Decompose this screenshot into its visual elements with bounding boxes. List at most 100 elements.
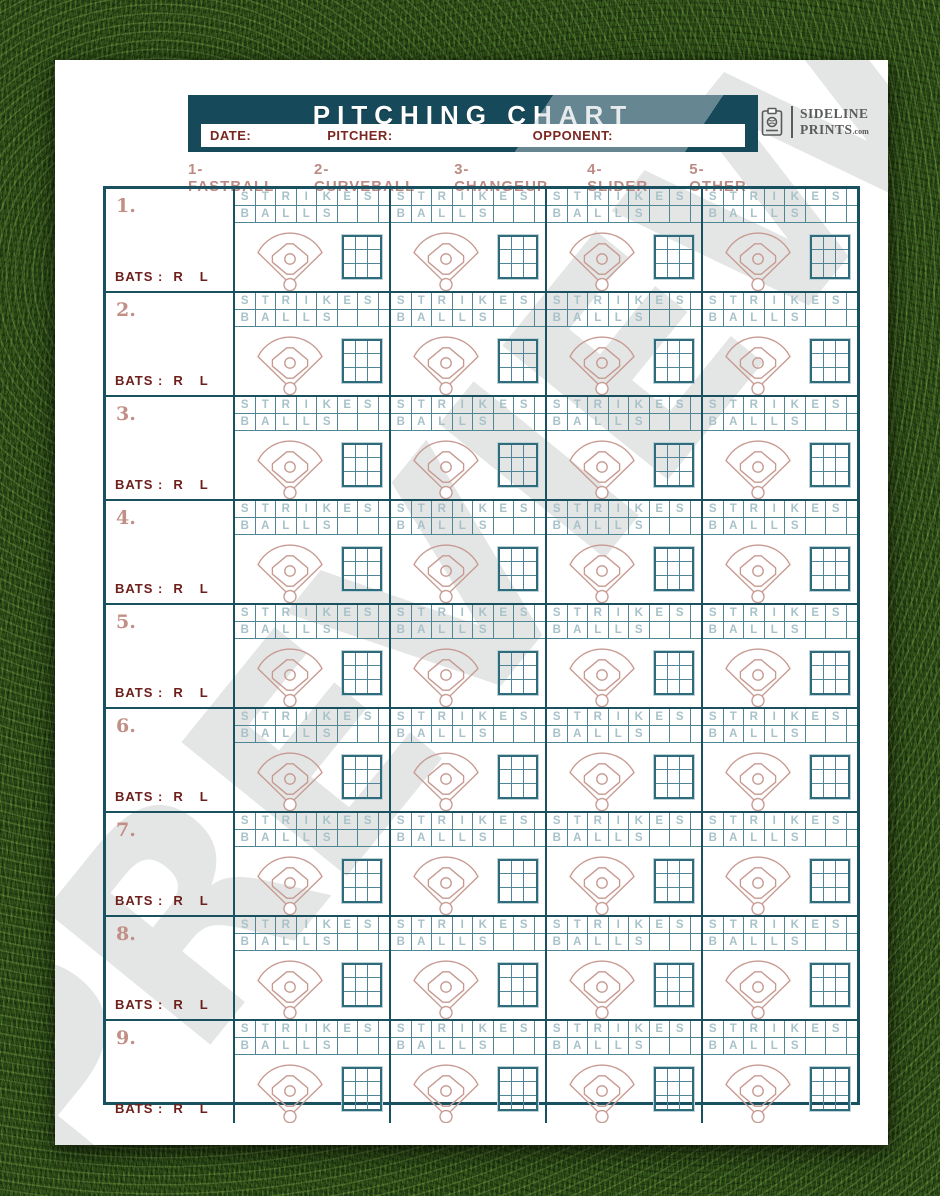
strike-zone-cell[interactable] bbox=[344, 666, 356, 680]
strike-zone-cell[interactable] bbox=[812, 354, 824, 368]
strike-zone-cell[interactable] bbox=[668, 991, 680, 1005]
strike-zone-cell[interactable] bbox=[368, 874, 380, 888]
strikes-letter-box[interactable]: T bbox=[568, 1021, 588, 1037]
strikes-letter-box[interactable]: E bbox=[650, 501, 670, 517]
strikes-letter-box[interactable]: E bbox=[650, 397, 670, 413]
strikes-letter-box[interactable]: T bbox=[724, 501, 744, 517]
balls-letter-box[interactable]: L bbox=[765, 934, 785, 950]
balls-letter-box[interactable]: S bbox=[473, 310, 494, 326]
strikes-letter-box[interactable]: S bbox=[358, 501, 379, 517]
balls-letter-box[interactable] bbox=[514, 206, 535, 222]
strikes-letter-box[interactable]: K bbox=[317, 813, 338, 829]
strike-zone-cell[interactable] bbox=[500, 679, 512, 693]
balls-letter-box[interactable] bbox=[670, 414, 691, 430]
strike-zone-cell[interactable] bbox=[368, 770, 380, 784]
baseball-diamond-icon[interactable] bbox=[404, 227, 488, 291]
strike-zone-cell[interactable] bbox=[512, 1082, 524, 1096]
balls-letter-box[interactable]: S bbox=[473, 934, 494, 950]
strike-zone-cell[interactable] bbox=[368, 576, 380, 589]
balls-letter-box[interactable] bbox=[358, 206, 379, 222]
strikes-letter-box[interactable]: R bbox=[276, 501, 297, 517]
strike-zone-cell[interactable] bbox=[680, 965, 692, 979]
strikes-letter-box[interactable]: S bbox=[826, 293, 847, 309]
strike-zone-cell[interactable] bbox=[524, 472, 536, 485]
balls-letter-box[interactable] bbox=[358, 414, 379, 430]
strikes-letter-box[interactable]: E bbox=[650, 189, 670, 205]
strike-zone-cell[interactable] bbox=[680, 264, 692, 277]
strike-zone-cell[interactable] bbox=[836, 888, 848, 901]
strike-zone-cell[interactable] bbox=[512, 445, 524, 459]
strikes-letter-box[interactable]: S bbox=[547, 1021, 568, 1037]
strike-zone-cell[interactable] bbox=[824, 757, 836, 771]
strike-zone-cell[interactable] bbox=[500, 653, 512, 667]
strike-zone-cell[interactable] bbox=[680, 341, 692, 355]
strikes-letter-box[interactable]: K bbox=[629, 605, 650, 621]
balls-letter-box[interactable] bbox=[494, 414, 514, 430]
strike-zone-cell[interactable] bbox=[344, 367, 356, 381]
strikes-letter-box[interactable]: S bbox=[670, 501, 691, 517]
strikes-letter-box[interactable]: E bbox=[494, 189, 514, 205]
strike-zone-cell[interactable] bbox=[656, 1082, 668, 1096]
strike-zone-cell[interactable] bbox=[656, 562, 668, 576]
strike-zone-cell[interactable] bbox=[356, 679, 368, 693]
strikes-letter-box[interactable]: R bbox=[744, 813, 765, 829]
strike-zone-cell[interactable] bbox=[836, 237, 848, 251]
pitcher-blank-field[interactable] bbox=[393, 124, 533, 147]
strikes-letter-box[interactable]: K bbox=[785, 293, 806, 309]
balls-letter-box[interactable] bbox=[494, 206, 514, 222]
balls-letter-box[interactable]: S bbox=[317, 206, 338, 222]
strikes-letter-box[interactable]: T bbox=[256, 501, 276, 517]
strike-zone-cell[interactable] bbox=[356, 445, 368, 459]
strikes-letter-box[interactable]: I bbox=[609, 813, 629, 829]
balls-letter-box[interactable]: L bbox=[297, 934, 317, 950]
balls-letter-box[interactable]: S bbox=[473, 206, 494, 222]
balls-letter-box[interactable]: L bbox=[432, 1038, 453, 1054]
strike-zone-cell[interactable] bbox=[524, 458, 536, 472]
strikes-letter-box[interactable]: E bbox=[806, 189, 826, 205]
strikes-letter-box[interactable]: I bbox=[609, 709, 629, 725]
balls-letter-box[interactable]: B bbox=[703, 414, 724, 430]
strikes-letter-box[interactable]: T bbox=[412, 189, 432, 205]
balls-letter-box[interactable] bbox=[514, 518, 535, 534]
balls-letter-box[interactable]: L bbox=[432, 622, 453, 638]
strikes-letter-box[interactable]: S bbox=[547, 189, 568, 205]
strike-zone-cell[interactable] bbox=[680, 576, 692, 589]
balls-letter-box[interactable]: B bbox=[391, 414, 412, 430]
strike-zone-cell[interactable] bbox=[824, 874, 836, 888]
strike-zone-cell[interactable] bbox=[524, 1069, 536, 1083]
strike-zone-cell[interactable] bbox=[824, 887, 836, 901]
strike-zone-cell[interactable] bbox=[812, 263, 824, 277]
bats-right-option[interactable]: R bbox=[173, 997, 184, 1012]
balls-letter-box[interactable]: A bbox=[568, 414, 588, 430]
strike-zone-cell[interactable] bbox=[668, 1069, 680, 1083]
strike-zone-cell[interactable] bbox=[524, 653, 536, 667]
strikes-letter-box[interactable]: T bbox=[724, 293, 744, 309]
strikes-letter-box[interactable]: E bbox=[806, 813, 826, 829]
strike-zone-cell[interactable] bbox=[656, 263, 668, 277]
strike-zone-cell[interactable] bbox=[836, 861, 848, 875]
strikes-letter-box[interactable]: S bbox=[826, 1021, 847, 1037]
strikes-letter-box[interactable]: E bbox=[806, 1021, 826, 1037]
strikes-letter-box[interactable]: R bbox=[744, 1021, 765, 1037]
balls-letter-box[interactable]: B bbox=[235, 1038, 256, 1054]
strikes-letter-box[interactable]: E bbox=[494, 813, 514, 829]
strikes-letter-box[interactable]: T bbox=[256, 709, 276, 725]
strikes-letter-box[interactable]: S bbox=[358, 917, 379, 933]
balls-letter-box[interactable] bbox=[494, 726, 514, 742]
balls-letter-box[interactable] bbox=[670, 310, 691, 326]
strike-zone-cell[interactable] bbox=[680, 354, 692, 368]
balls-letter-box[interactable] bbox=[806, 830, 826, 846]
balls-letter-box[interactable] bbox=[826, 830, 847, 846]
strike-zone-cell[interactable] bbox=[656, 874, 668, 888]
strike-zone-cell[interactable] bbox=[524, 549, 536, 563]
strike-zone-cell[interactable] bbox=[344, 354, 356, 368]
strike-zone-cell[interactable] bbox=[680, 666, 692, 680]
strikes-letter-box[interactable]: K bbox=[785, 709, 806, 725]
strike-zone-cell[interactable] bbox=[812, 341, 824, 355]
balls-letter-box[interactable] bbox=[358, 726, 379, 742]
strikes-letter-box[interactable]: K bbox=[785, 501, 806, 517]
strike-zone-cell[interactable] bbox=[512, 263, 524, 277]
strike-zone-cell[interactable] bbox=[368, 861, 380, 875]
strike-zone-cell[interactable] bbox=[368, 562, 380, 576]
balls-letter-box[interactable]: B bbox=[391, 830, 412, 846]
